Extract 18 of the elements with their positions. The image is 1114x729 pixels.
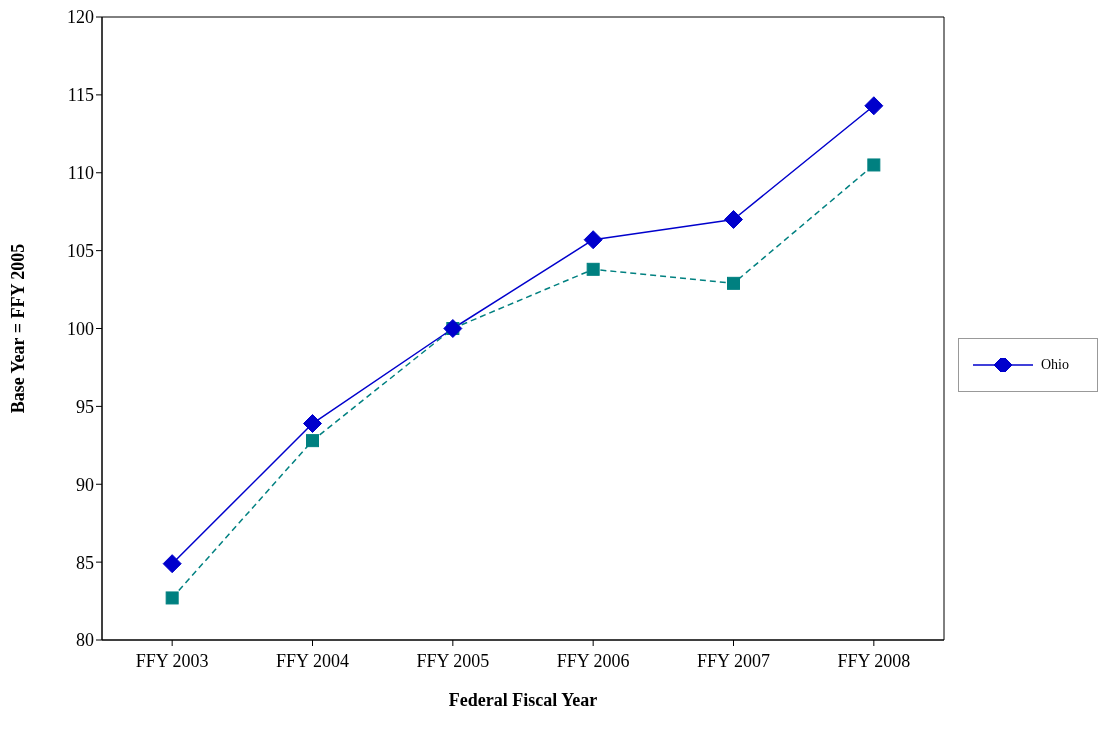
x-tick-label: FFY 2008 [837,650,911,671]
y-axis-title: Base Year = FFY 2005 [8,243,29,414]
y-tick-label: 105 [67,241,94,262]
y-tick-label: 100 [67,318,94,339]
x-tick-label: FFY 2004 [276,650,349,671]
y-tick-label: 80 [76,630,94,651]
y-tick-label: 115 [67,85,94,106]
y-tick-label: 110 [67,163,94,184]
x-tick-label: FFY 2005 [416,650,490,671]
legend-label: Ohio [1041,356,1069,373]
x-axis-title: Federal Fiscal Year [448,690,598,710]
x-tick-label: FFY 2007 [697,650,770,671]
y-tick-label: 120 [67,7,94,28]
y-tick-label: 90 [76,474,94,495]
x-tick-label: FFY 2003 [135,650,209,671]
y-tick-label: 95 [76,396,94,417]
y-tick-label: 85 [76,552,94,573]
x-tick-label: FFY 2006 [556,650,630,671]
